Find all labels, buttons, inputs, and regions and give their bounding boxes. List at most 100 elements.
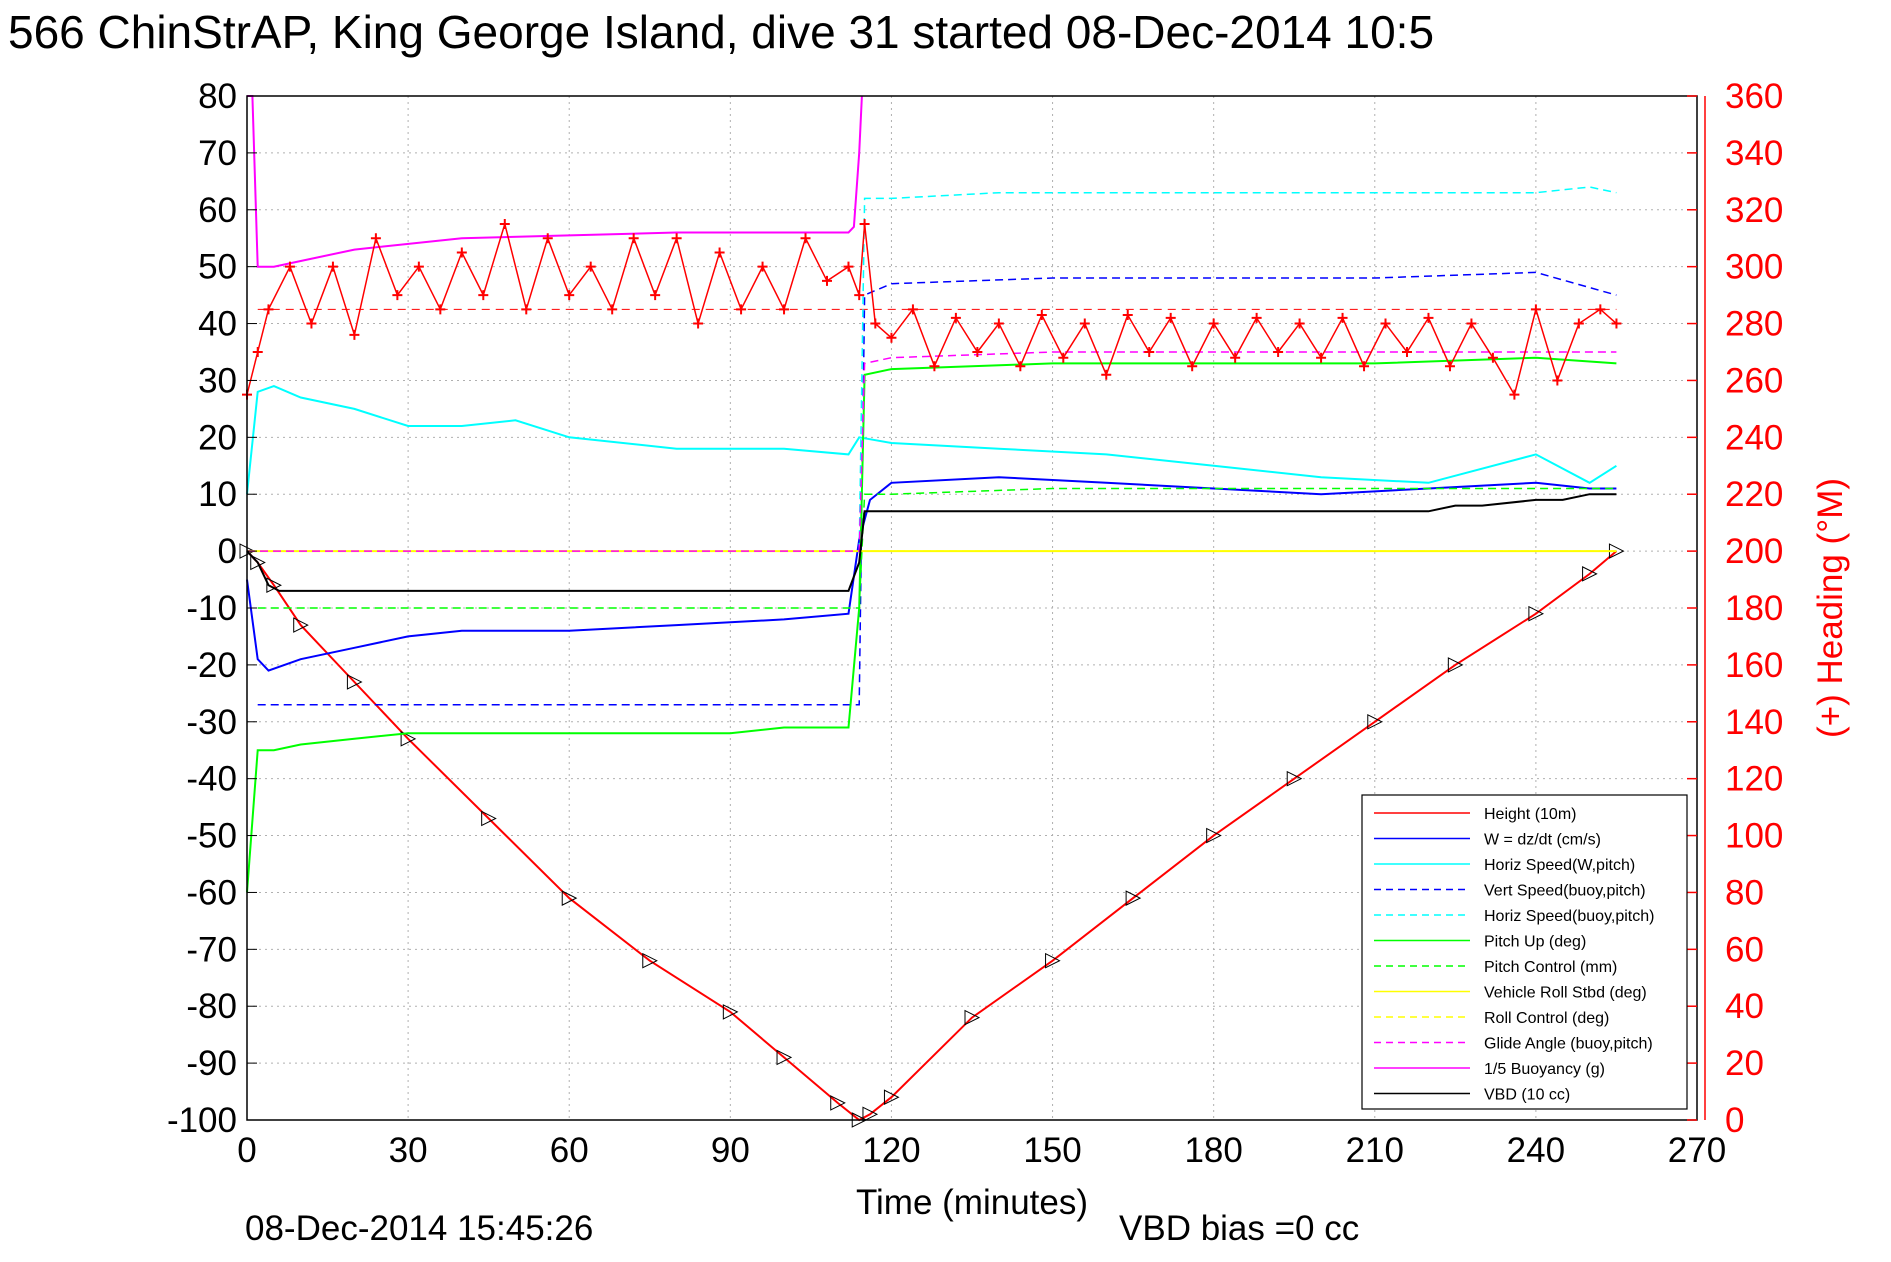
heading-point — [859, 219, 870, 229]
legend-label: Vehicle Roll Stbd (deg) — [1484, 985, 1647, 1002]
y-right-tick-label: 60 — [1725, 930, 1764, 969]
heading-point — [1144, 347, 1155, 357]
heading-point — [607, 304, 618, 315]
y-right-tick-label: 80 — [1725, 873, 1764, 912]
y-tick-label: 30 — [198, 361, 237, 400]
y-tick-label: 10 — [198, 475, 237, 514]
y-tick-label: -80 — [186, 987, 237, 1026]
heading-point — [1208, 318, 1219, 329]
heading-point — [263, 304, 274, 315]
heading-point — [499, 219, 510, 229]
height-marker — [722, 1004, 739, 1020]
series-horiz-speed-buoy-pitch — [858, 186, 1617, 552]
heading-point — [671, 233, 682, 244]
heading-point — [993, 318, 1004, 329]
heading-point — [1058, 352, 1069, 363]
legend-label: VBD (10 cc) — [1484, 1087, 1570, 1104]
y-right-tick-label: 120 — [1725, 760, 1783, 799]
heading-point — [1509, 389, 1520, 400]
height-marker — [293, 617, 309, 633]
heading-point — [822, 275, 832, 286]
y-tick-label: -70 — [186, 930, 237, 969]
heading-point — [1423, 312, 1434, 323]
y-right-tick-label: 20 — [1725, 1044, 1764, 1083]
height-marker — [1206, 827, 1222, 844]
series-w-dz-dt-cm-s — [246, 476, 1617, 672]
x-tick-label: 120 — [862, 1131, 920, 1170]
height-marker — [862, 1106, 879, 1123]
heading-point — [456, 247, 467, 258]
y-tick-label: 50 — [198, 248, 237, 287]
chart-title: 566 ChinStrAP, King George Island, dive … — [8, 6, 1434, 58]
y-tick-label: -20 — [186, 646, 237, 685]
y-right-tick-label: 140 — [1725, 703, 1783, 742]
legend-label: W = dz/dt (cm/s) — [1484, 832, 1601, 849]
height-marker — [1367, 713, 1383, 730]
series-line — [246, 493, 1617, 592]
y-right-tick-label: 280 — [1725, 305, 1783, 344]
heading-point — [1187, 361, 1198, 372]
y-right-tick-label: 220 — [1725, 475, 1783, 514]
x-tick-label: 30 — [389, 1131, 428, 1170]
heading-point — [779, 304, 790, 315]
heading-point — [284, 261, 295, 272]
heading-point — [1552, 375, 1563, 386]
heading-point — [843, 261, 854, 272]
y-tick-label: 40 — [198, 305, 237, 344]
series-heading — [242, 219, 1622, 400]
heading-point — [1316, 352, 1327, 363]
y-right-tick-label: 360 — [1725, 77, 1783, 116]
heading-point — [327, 261, 338, 272]
heading-point — [1487, 352, 1498, 363]
y-tick-label: -60 — [186, 873, 237, 912]
heading-point — [1402, 347, 1412, 357]
height-marker — [1045, 952, 1061, 969]
y-tick-label: -40 — [186, 760, 237, 799]
y-tick-label: 20 — [198, 418, 237, 457]
heading-point — [1230, 352, 1241, 363]
heading-point — [757, 261, 768, 272]
heading-point — [886, 332, 897, 343]
height-marker — [346, 674, 363, 690]
height-marker — [561, 890, 578, 906]
heading-point — [736, 304, 747, 315]
y-axis-right-label: (+) Heading (°M) — [1811, 478, 1850, 738]
heading-point — [929, 361, 940, 372]
legend-label: Roll Control (deg) — [1484, 1010, 1609, 1027]
heading-point — [628, 233, 639, 244]
heading-point — [252, 347, 263, 357]
y-tick-label: 60 — [198, 191, 237, 230]
y-right-tick-label: 300 — [1725, 248, 1783, 287]
x-tick-label: 180 — [1184, 1131, 1242, 1170]
heading-point — [370, 233, 381, 244]
series-line — [246, 476, 1617, 672]
heading-point — [1273, 347, 1284, 357]
height-marker — [642, 952, 658, 969]
y-tick-label: -30 — [186, 703, 237, 742]
series-pitch-up-deg — [246, 356, 1617, 893]
heading-point — [1530, 304, 1541, 315]
y-tick-label: 0 — [218, 532, 237, 571]
x-tick-label: 210 — [1346, 1131, 1404, 1170]
height-marker — [883, 1089, 900, 1106]
legend-label: Pitch Control (mm) — [1484, 959, 1617, 976]
heading-point — [542, 233, 553, 244]
y-tick-label: -10 — [186, 589, 237, 628]
heading-point — [1015, 361, 1026, 372]
heading-point — [1079, 318, 1090, 329]
heading-point — [478, 290, 489, 301]
height-marker — [776, 1049, 793, 1066]
footer-vbd-bias: VBD bias =0 cc — [1119, 1209, 1359, 1248]
heading-point — [1101, 369, 1112, 380]
x-tick-label: 150 — [1023, 1131, 1081, 1170]
heading-point — [349, 329, 360, 340]
heading-point — [1380, 318, 1391, 329]
axis-ticks: 0 30 60 90 120 150 180 210 240 270 80 70 60 50 40 30 20 1… — [167, 77, 1783, 1170]
heading-point — [1165, 312, 1176, 323]
series-line — [247, 95, 863, 268]
heading-point — [870, 318, 881, 329]
height-marker — [250, 554, 266, 571]
series-line — [257, 271, 1617, 706]
heading-line — [246, 221, 1617, 397]
y-right-tick-label: 40 — [1725, 987, 1764, 1026]
